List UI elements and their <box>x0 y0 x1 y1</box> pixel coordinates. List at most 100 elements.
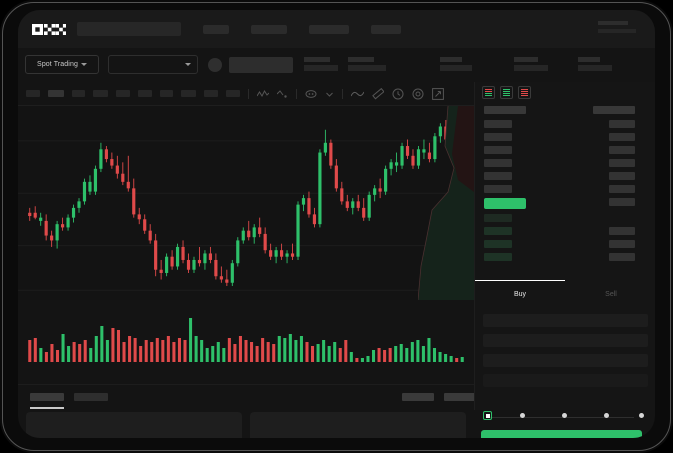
onboarding-stepper <box>474 410 655 426</box>
alert-icon[interactable] <box>392 88 404 100</box>
order-form-field-2[interactable] <box>483 334 648 347</box>
stepper-dot-2[interactable] <box>520 413 525 418</box>
tab-buy[interactable]: Buy <box>475 280 565 308</box>
table-row[interactable] <box>484 159 512 167</box>
chart-type-icon[interactable] <box>277 89 288 99</box>
timeframe-2[interactable] <box>48 90 64 97</box>
okx-logo[interactable] <box>32 23 66 35</box>
order-form-field-4[interactable] <box>483 374 648 387</box>
market-header-bar: Spot Trading <box>18 21 655 82</box>
stat-funding-rate <box>578 57 612 71</box>
bottom-action-2[interactable] <box>444 393 476 401</box>
table-row[interactable] <box>484 120 512 128</box>
stat-24h-low <box>348 57 386 71</box>
volume-histogram <box>18 306 474 384</box>
table-row[interactable] <box>609 120 635 128</box>
table-row[interactable] <box>484 133 512 141</box>
table-row[interactable] <box>609 240 635 248</box>
stat-24h-volume <box>440 57 472 71</box>
timeframe-3[interactable] <box>72 90 85 97</box>
trendline-icon[interactable] <box>351 89 364 99</box>
stepper-dot-3[interactable] <box>562 413 567 418</box>
primary-cta-button[interactable] <box>481 430 642 438</box>
bottom-card-row <box>18 412 474 438</box>
app-screen: Spot Trading <box>18 10 655 438</box>
timeframe-7[interactable] <box>160 90 173 97</box>
timeframe-6[interactable] <box>138 90 152 97</box>
order-form-field-1[interactable] <box>483 314 648 327</box>
table-row[interactable] <box>484 214 512 222</box>
order-book-view-modes <box>482 86 531 99</box>
order-book-panel: Buy Sell <box>474 82 655 410</box>
timeframe-10[interactable] <box>226 90 240 97</box>
indicators-icon[interactable] <box>257 89 269 99</box>
table-row[interactable] <box>484 185 512 193</box>
chevron-down-icon <box>185 63 191 66</box>
table-row[interactable] <box>609 253 635 261</box>
spot-trading-label: Spot Trading <box>37 61 78 68</box>
orderbook-bids-icon[interactable] <box>500 86 513 99</box>
market-depth-overlay <box>418 106 474 300</box>
buy-sell-tabs: Buy Sell <box>475 280 655 308</box>
tab-buy-label: Buy <box>513 291 527 298</box>
bottom-tab-open-orders[interactable] <box>30 393 64 401</box>
table-row[interactable] <box>484 227 512 235</box>
ruler-icon[interactable] <box>372 87 384 100</box>
bottom-card-2[interactable] <box>250 412 466 438</box>
timeframe-9[interactable] <box>204 90 218 97</box>
timeframe-5[interactable] <box>116 90 130 97</box>
chart-toolbar <box>18 82 474 106</box>
ob-col-header-price <box>484 106 526 114</box>
settings-icon[interactable] <box>412 88 424 100</box>
nav-item-2[interactable] <box>251 24 287 34</box>
search-input[interactable] <box>77 22 181 36</box>
candlestick-chart[interactable] <box>18 106 474 300</box>
nav-item-3[interactable] <box>309 24 349 34</box>
stepper-track <box>486 417 634 418</box>
table-row[interactable] <box>484 240 512 248</box>
chevron-down-icon <box>80 63 87 66</box>
stepper-dot-4[interactable] <box>604 413 609 418</box>
nav-item-4[interactable] <box>371 24 401 34</box>
last-price-value <box>229 57 293 73</box>
stat-24h-high <box>304 57 338 71</box>
header-action-stack[interactable] <box>598 21 636 33</box>
stepper-dot-5[interactable] <box>639 413 644 418</box>
tab-sell-label: Sell <box>605 290 617 298</box>
spot-trading-selector[interactable]: Spot Trading <box>25 55 99 74</box>
ob-highlight-row[interactable] <box>484 198 526 209</box>
top-navigation-bar <box>18 10 655 48</box>
timeframe-1[interactable] <box>26 90 40 97</box>
nav-item-1[interactable] <box>203 24 229 34</box>
fullscreen-icon[interactable] <box>432 87 444 100</box>
bottom-tab-order-history[interactable] <box>74 393 108 401</box>
table-row[interactable] <box>609 133 635 141</box>
table-row[interactable] <box>484 146 512 154</box>
table-row[interactable] <box>609 146 635 154</box>
table-row[interactable] <box>609 185 635 193</box>
timeframe-8[interactable] <box>181 90 196 97</box>
table-row[interactable] <box>484 253 512 261</box>
timeframe-4[interactable] <box>93 90 108 97</box>
orderbook-both-icon[interactable] <box>482 86 495 99</box>
order-book-rows[interactable] <box>475 106 655 279</box>
order-form-field-3[interactable] <box>483 354 648 367</box>
table-row[interactable] <box>484 172 512 180</box>
stat-24h-turnover <box>514 57 548 71</box>
dropdown-icon[interactable] <box>325 89 334 99</box>
stepper-dot-active[interactable] <box>483 411 492 420</box>
bottom-action-1[interactable] <box>402 393 434 401</box>
orderbook-asks-icon[interactable] <box>518 86 531 99</box>
table-row[interactable] <box>609 227 635 235</box>
table-row[interactable] <box>609 198 635 206</box>
ob-col-header-amount <box>593 106 635 114</box>
trading-pair-selector[interactable] <box>108 55 198 74</box>
compare-icon[interactable] <box>305 89 317 99</box>
volume-series <box>28 318 464 362</box>
table-row[interactable] <box>609 172 635 180</box>
tab-sell[interactable]: Sell <box>566 280 655 308</box>
active-tab-underline <box>30 407 64 409</box>
bottom-card-1[interactable] <box>26 412 242 438</box>
table-row[interactable] <box>609 159 635 167</box>
coin-avatar <box>208 58 222 72</box>
